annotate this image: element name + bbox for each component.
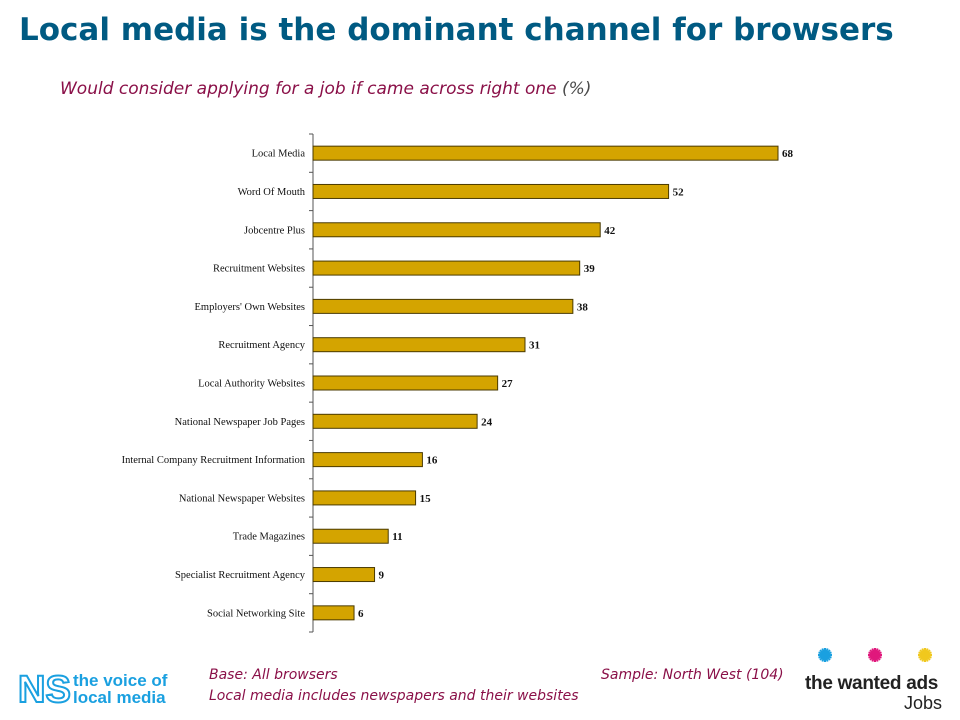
data-label: 38 [577, 301, 589, 313]
jobs-text: Jobs [904, 693, 943, 713]
category-label: Employers' Own Websites [194, 302, 305, 313]
star-icons [818, 648, 932, 662]
slide-title: Local media is the dominant channel for … [19, 12, 894, 48]
ns-logo: NS the voice of local media [18, 670, 168, 710]
category-label: National Newspaper Job Pages [175, 417, 305, 428]
bar [312, 145, 779, 161]
category-label: Specialist Recruitment Agency [175, 570, 306, 581]
subtitle-text: Would consider applying for a job if cam… [60, 79, 557, 99]
bar [312, 528, 389, 544]
bar [312, 260, 581, 276]
bar [312, 375, 499, 391]
category-label: Social Networking Site [207, 608, 305, 619]
ns-logo-line2: local media [73, 688, 166, 707]
bar [312, 452, 423, 468]
category-label: Local Authority Websites [198, 379, 305, 390]
bar [312, 222, 601, 238]
data-label: 24 [481, 416, 493, 428]
ns-logo-mark: NS [18, 670, 71, 710]
data-label: 52 [673, 186, 685, 198]
data-label: 15 [420, 493, 432, 505]
ns-logo-line1: the voice of [73, 671, 168, 690]
star-icon [818, 648, 832, 662]
data-label: 68 [782, 148, 794, 160]
wanted-ads-logo: the wanted ads Jobs [805, 645, 945, 715]
data-label: 9 [379, 570, 385, 582]
wanted-ads-text: the wanted ads [805, 673, 939, 694]
bar [312, 298, 574, 314]
category-label: Jobcentre Plus [244, 225, 305, 236]
data-label: 27 [502, 378, 513, 390]
category-label: Recruitment Agency [218, 340, 305, 351]
category-label: National Newspaper Websites [179, 493, 305, 504]
data-label: 42 [604, 225, 616, 237]
category-label: Word Of Mouth [238, 187, 306, 198]
bar [312, 413, 478, 429]
data-label: 31 [529, 340, 540, 352]
star-icon [918, 648, 932, 662]
category-label: Trade Magazines [233, 532, 305, 543]
data-label: 11 [392, 531, 402, 543]
category-label: Internal Company Recruitment Information [122, 455, 306, 466]
bar [312, 183, 670, 199]
bar [312, 337, 526, 353]
footer-note: Local media includes newspapers and thei… [209, 688, 579, 704]
subtitle-unit: (%) [562, 79, 592, 99]
category-label: Local Media [252, 149, 306, 160]
chart-subtitle: Would consider applying for a job if cam… [60, 79, 591, 99]
bar [312, 567, 376, 583]
footer-sample: Sample: North West (104) [601, 667, 784, 683]
bar [312, 605, 355, 621]
data-label: 16 [426, 455, 438, 467]
data-label: 6 [358, 608, 364, 620]
data-label: 39 [584, 263, 596, 275]
star-icon [868, 648, 882, 662]
bar [312, 490, 417, 506]
category-label: Recruitment Websites [213, 264, 305, 275]
footer-base: Base: All browsers [209, 667, 338, 683]
